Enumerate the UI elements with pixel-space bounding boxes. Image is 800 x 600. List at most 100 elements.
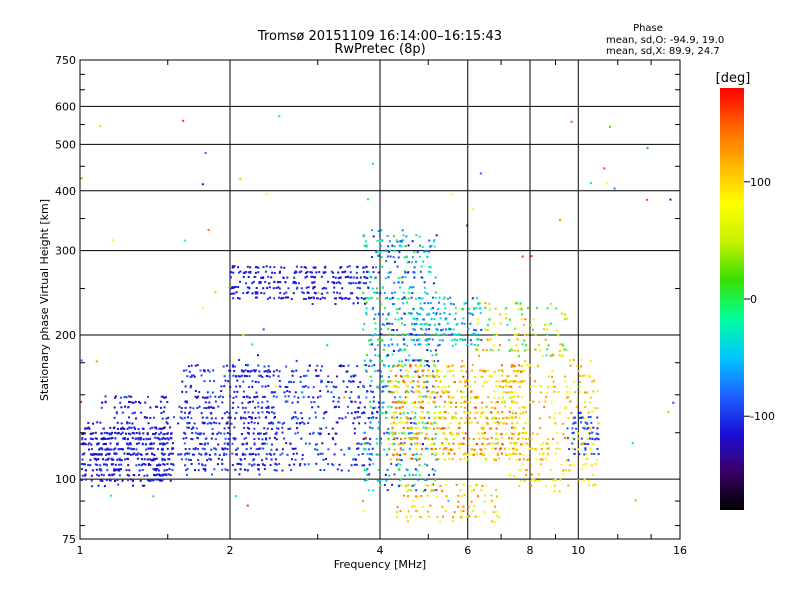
echo-point	[361, 412, 364, 415]
echo-point	[439, 520, 442, 523]
echo-point	[486, 443, 488, 446]
echo-point	[240, 374, 243, 377]
echo-point	[370, 338, 373, 341]
echo-point	[320, 427, 323, 430]
echo-point	[301, 417, 304, 420]
echo-point	[591, 410, 594, 413]
echo-point	[213, 468, 216, 471]
echo-point	[305, 442, 307, 445]
echo-point	[391, 443, 394, 446]
echo-point	[357, 302, 359, 305]
echo-point	[386, 385, 389, 388]
echo-point	[455, 406, 457, 408]
echo-point	[229, 395, 232, 398]
echo-point	[448, 385, 451, 388]
echo-point	[143, 416, 146, 419]
echo-point	[418, 391, 421, 394]
echo-point	[530, 323, 532, 326]
echo-point	[389, 369, 392, 372]
echo-point	[577, 370, 580, 373]
echo-point	[266, 400, 269, 403]
echo-point	[372, 334, 375, 337]
echo-point	[149, 479, 152, 482]
echo-point	[532, 385, 535, 387]
echo-point	[595, 459, 598, 462]
echo-point	[555, 307, 558, 310]
echo-point	[221, 462, 224, 465]
echo-point	[265, 265, 268, 268]
echo-point	[583, 479, 586, 482]
echo-point	[221, 401, 224, 404]
echo-point	[341, 417, 344, 420]
echo-point	[426, 494, 429, 497]
echo-point	[480, 329, 483, 331]
echo-point	[358, 422, 361, 425]
echo-point	[158, 474, 161, 477]
echo-point	[335, 421, 338, 424]
echo-point	[487, 396, 490, 399]
echo-point	[448, 452, 451, 455]
echo-point	[84, 473, 87, 476]
echo-point	[498, 385, 501, 388]
echo-point	[399, 369, 402, 372]
echo-point	[421, 448, 423, 451]
echo-point	[226, 442, 229, 445]
echo-point	[372, 266, 374, 269]
echo-point	[383, 306, 386, 309]
echo-point	[438, 323, 441, 326]
echo-point	[591, 431, 594, 434]
echo-point	[646, 147, 649, 150]
echo-point	[437, 360, 440, 362]
echo-point	[221, 448, 224, 451]
echo-point	[508, 391, 511, 394]
echo-point	[429, 323, 432, 326]
echo-point	[530, 385, 532, 388]
x-axis-ticks: 1 2 4 6 8 10 16	[77, 60, 687, 557]
echo-point	[383, 344, 386, 347]
echo-point	[530, 464, 533, 467]
echo-point	[432, 312, 435, 314]
echo-point	[213, 421, 216, 424]
echo-point	[96, 463, 99, 466]
echo-point	[397, 400, 400, 403]
echo-point	[114, 469, 117, 472]
echo-point	[168, 458, 171, 461]
echo-point	[365, 244, 368, 247]
echo-point	[244, 369, 247, 372]
echo-point	[590, 464, 593, 467]
echo-point	[291, 458, 293, 461]
echo-point	[392, 454, 395, 456]
echo-point	[509, 453, 512, 456]
echo-point	[428, 426, 431, 429]
echo-point	[573, 421, 576, 424]
echo-point	[153, 468, 156, 471]
echo-point	[408, 474, 411, 477]
echo-point	[498, 380, 501, 383]
echo-point	[138, 432, 141, 435]
echo-point	[473, 328, 476, 331]
echo-point	[435, 489, 438, 492]
echo-point	[361, 453, 364, 455]
echo-point	[263, 464, 266, 467]
echo-point	[156, 478, 159, 481]
echo-point	[443, 458, 446, 461]
echo-point	[365, 396, 368, 399]
echo-point	[463, 322, 466, 325]
echo-point	[456, 390, 459, 393]
echo-point	[276, 281, 279, 284]
echo-point	[588, 401, 591, 404]
echo-point	[458, 334, 461, 336]
echo-point	[333, 386, 336, 389]
echo-point	[500, 401, 503, 404]
echo-point	[327, 390, 329, 393]
echo-point	[255, 448, 258, 451]
echo-point	[269, 266, 272, 268]
echo-point	[82, 453, 85, 456]
echo-point	[133, 432, 136, 435]
echo-point	[343, 297, 346, 300]
echo-point	[210, 437, 213, 440]
echo-point	[183, 411, 186, 414]
echo-point	[349, 271, 352, 274]
echo-point	[240, 417, 243, 420]
echo-point	[272, 406, 275, 409]
